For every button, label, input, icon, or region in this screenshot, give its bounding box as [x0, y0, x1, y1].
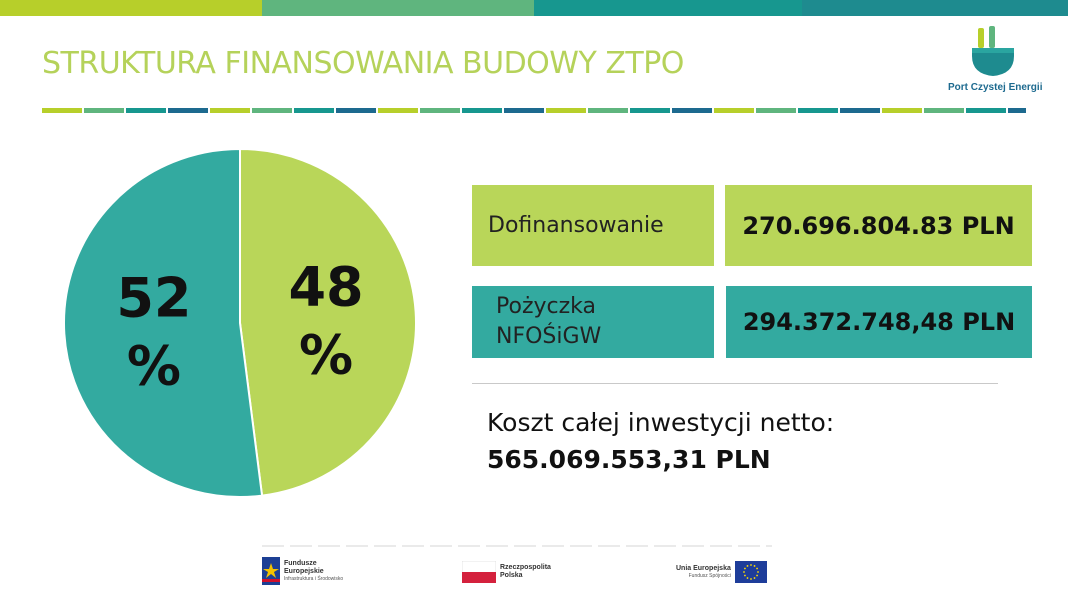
financing-pie-chart: 48%52%: [63, 147, 417, 498]
rule-segment: [336, 108, 376, 113]
top-bar-lime: [0, 0, 262, 16]
funding-value-box-1: 270.696.804.83 PLN: [725, 185, 1032, 266]
rule-segment: [168, 108, 208, 113]
pie-label-1-unit: %: [299, 324, 353, 387]
fundusze-europejskie-logo: Fundusze Europejskie Infrastruktura i Śr…: [262, 557, 343, 585]
eu-star: [756, 567, 758, 570]
rule-segment: [420, 108, 460, 113]
rule-segment: [672, 108, 712, 113]
rule-segment: [126, 108, 166, 113]
ue-line1: Unia Europejska: [676, 565, 731, 572]
plug-icon: [972, 26, 1014, 76]
pie-label-1-value: 48: [288, 256, 363, 319]
footer-divider: [262, 545, 772, 547]
fe-line1: Fundusze: [284, 560, 317, 567]
eu-star: [746, 565, 749, 567]
funding-label-2-line-1: Pożyczka: [496, 294, 596, 319]
pie-slice-2: [63, 147, 264, 498]
eu-star: [756, 571, 759, 573]
unia-europejska-logo: Unia Europejska Fundusz Spójności: [676, 561, 767, 583]
rule-segment: [84, 108, 124, 113]
eu-star: [753, 565, 756, 567]
polish-flag-icon: [462, 561, 496, 583]
total-cost-label: Koszt całej inwestycji netto:: [487, 408, 835, 437]
eu-star: [749, 578, 752, 580]
pie-label-2-unit: %: [127, 334, 181, 397]
slide-title: STRUKTURA FINANSOWANIA BUDOWY ZTPO: [42, 46, 684, 81]
eu-star: [743, 567, 746, 570]
rp-line1: Rzeczpospolita: [500, 564, 551, 571]
fe-star-icon: [262, 557, 280, 585]
funding-value-2: 294.372.748,48 PLN: [742, 308, 1016, 336]
top-bar-blue: [802, 0, 1068, 16]
fe-line2: Europejskie: [284, 568, 324, 575]
eu-star: [753, 577, 756, 579]
pie-slice-1: [239, 147, 417, 497]
rule-segment: [378, 108, 418, 113]
rule-segment: [462, 108, 502, 113]
total-cost-value: 565.069.553,31 PLN: [487, 445, 771, 474]
rule-segment: [630, 108, 670, 113]
fe-line3: Infrastruktura i Środowisko: [284, 576, 344, 582]
funding-label-2-line-2: NFOŚiGW: [496, 324, 602, 349]
top-bar-green: [262, 0, 534, 16]
rule-segment: [210, 108, 250, 113]
rule-segment: [882, 108, 922, 113]
funding-label-box-1: Dofinansowanie: [472, 185, 714, 266]
rule-segment: [504, 108, 544, 113]
ue-line2: Fundusz Spójności: [688, 573, 731, 579]
rule-segment: [294, 108, 334, 113]
rule-segment: [546, 108, 586, 113]
rule-segment: [714, 108, 754, 113]
funding-label-box-2: Pożyczka NFOŚiGW: [472, 286, 714, 358]
eu-star: [749, 564, 752, 566]
rule-segment: [966, 108, 1006, 113]
rzeczpospolita-polska-logo: Rzeczpospolita Polska: [462, 561, 551, 583]
funding-value-1: 270.696.804.83 PLN: [742, 211, 1015, 240]
funding-value-box-2: 294.372.748,48 PLN: [726, 286, 1032, 358]
pie-label-2-value: 52: [116, 266, 191, 329]
eu-flag-icon: [734, 561, 767, 583]
rule-segment: [588, 108, 628, 113]
rule-segment: [924, 108, 964, 113]
rule-segment: [840, 108, 880, 113]
eu-star: [743, 574, 746, 577]
eu-star: [746, 577, 749, 579]
eu-star: [756, 574, 758, 577]
port-czystej-energii-logo: Port Czystej Energii: [948, 22, 1043, 100]
top-bar-teal: [534, 0, 802, 16]
rule-segment: [798, 108, 838, 113]
logo-text: Port Czystej Energii: [948, 82, 1043, 93]
rule-segment: [42, 108, 82, 113]
rule-segment: [252, 108, 292, 113]
top-color-bar: [0, 0, 1068, 16]
rule-segment: [1008, 108, 1026, 113]
rp-line2: Polska: [500, 572, 523, 579]
rule-segment: [756, 108, 796, 113]
funding-label-1: Dofinansowanie: [488, 213, 664, 238]
title-underline: [42, 108, 1026, 113]
eu-star: [742, 571, 745, 573]
separator-line: [472, 383, 998, 384]
